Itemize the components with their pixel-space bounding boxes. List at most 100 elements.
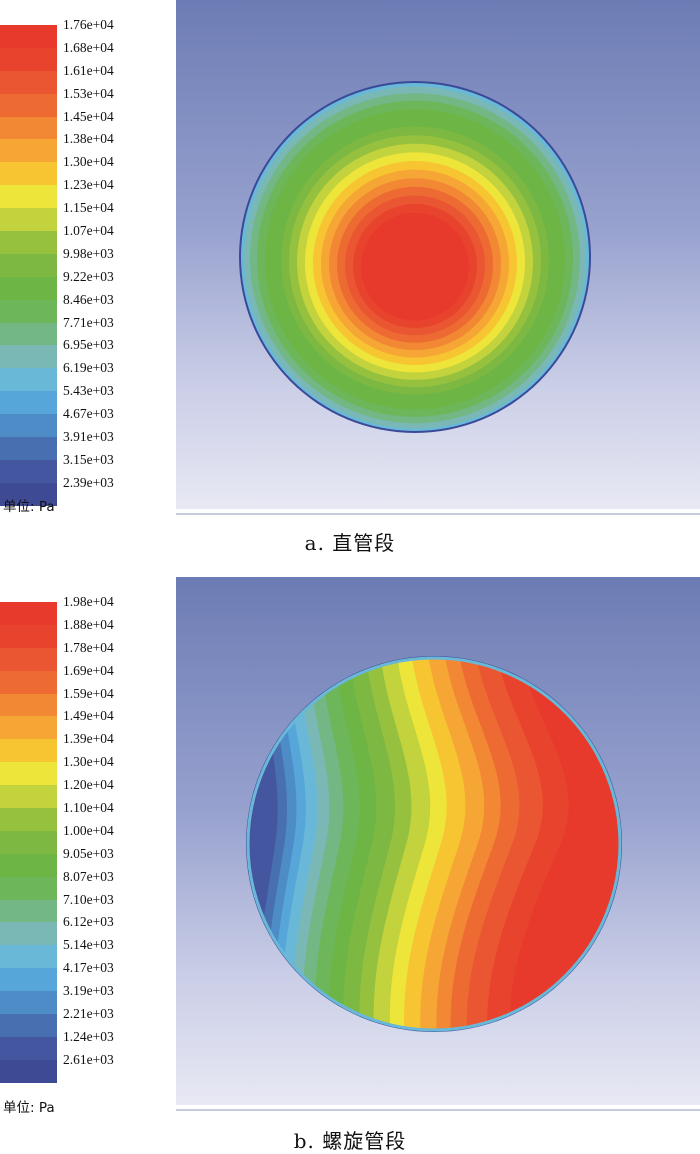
- legend-row: 1.00e+04: [0, 823, 170, 854]
- legend-row: 3.15e+03: [0, 452, 170, 483]
- legend-row: 8.07e+03: [0, 869, 170, 900]
- legend-value: 1.00e+04: [63, 822, 114, 838]
- legend-row: 9.22e+03: [0, 269, 170, 300]
- legend-value: 1.24e+03: [63, 1028, 114, 1044]
- legend-row: 1.61e+04: [0, 63, 170, 94]
- legend-row: 4.67e+03: [0, 406, 170, 438]
- legend-value: 1.38e+04: [63, 131, 114, 147]
- legend-value: 1.78e+04: [63, 639, 114, 655]
- legend-swatch: [0, 276, 57, 300]
- legend-row: 1.39e+04: [0, 731, 170, 763]
- legend-row: 1.10e+04: [0, 800, 170, 831]
- color-legend: 1.98e+04 1.88e+04 1.78e+04 1.69e+04 1.59e+04…: [0, 594, 170, 1083]
- legend-value: 1.49e+04: [63, 708, 114, 724]
- legend-swatch: [0, 459, 57, 483]
- legend-value: 1.61e+04: [63, 62, 114, 78]
- contour-viewport: [176, 577, 700, 1111]
- legend-swatch: [0, 991, 57, 1015]
- legend-row: 1.45e+04: [0, 109, 170, 140]
- legend-swatch: [0, 968, 57, 992]
- legend-row: 2.21e+03: [0, 1006, 170, 1037]
- legend-row: 1.49e+04: [0, 708, 170, 740]
- legend-row: 1.23e+04: [0, 177, 170, 209]
- legend-value: 4.67e+03: [63, 406, 114, 422]
- legend-value: 5.14e+03: [63, 937, 114, 953]
- legend-row: 5.43e+03: [0, 383, 170, 415]
- legend-row: 1.76e+04: [0, 17, 170, 48]
- legend-swatch: [0, 482, 57, 506]
- legend-value: 1.30e+04: [63, 754, 114, 770]
- legend-row: 3.91e+03: [0, 429, 170, 460]
- legend-swatch: [0, 899, 57, 923]
- legend-value: 2.39e+03: [63, 474, 114, 490]
- legend-row: 6.95e+03: [0, 337, 170, 369]
- legend-swatch: [0, 345, 57, 369]
- legend-row: 1.15e+04: [0, 200, 170, 232]
- legend-row: 9.05e+03: [0, 846, 170, 877]
- legend-swatch: [0, 922, 57, 946]
- legend-value: 6.12e+03: [63, 914, 114, 930]
- legend-swatch: [0, 253, 57, 277]
- legend-row: 5.14e+03: [0, 937, 170, 969]
- legend-swatch: [0, 1036, 57, 1060]
- legend-value: 1.23e+04: [63, 177, 114, 193]
- legend-value: 6.19e+03: [63, 360, 114, 376]
- legend-row: 1.07e+04: [0, 223, 170, 254]
- legend-value: 1.30e+04: [63, 154, 114, 170]
- figure-caption: a. 直管段: [304, 531, 396, 555]
- contour-edge: [246, 656, 622, 1032]
- figure-caption: b. 螺旋管段: [293, 1129, 407, 1153]
- legend-swatch: [0, 808, 57, 831]
- legend-swatch: [0, 1014, 57, 1037]
- legend-row: 6.12e+03: [0, 914, 170, 946]
- contour-band: [361, 212, 469, 321]
- legend-row: 1.69e+04: [0, 663, 170, 694]
- legend-value: 1.45e+04: [63, 108, 114, 124]
- legend-value: 9.98e+03: [63, 245, 114, 261]
- legend-value: 5.43e+03: [63, 383, 114, 399]
- legend-swatch: [0, 70, 57, 94]
- legend-value: 1.07e+04: [63, 223, 114, 239]
- legend-swatch: [0, 93, 57, 117]
- legend-row: 4.17e+03: [0, 960, 170, 992]
- legend-value: 1.98e+04: [63, 594, 114, 609]
- legend-swatch: [0, 437, 57, 460]
- pressure-contour-plot: [246, 656, 622, 1032]
- legend-swatch: [0, 1059, 57, 1083]
- panel-helical-pipe: 1.98e+04 1.88e+04 1.78e+04 1.69e+04 1.59e+04…: [0, 577, 700, 1153]
- legend-row: 1.24e+03: [0, 1029, 170, 1060]
- legend-value: 3.15e+03: [63, 451, 114, 467]
- legend-swatch: [0, 716, 57, 740]
- legend-value: 3.91e+03: [63, 429, 114, 445]
- legend-row: 7.71e+03: [0, 315, 170, 346]
- legend-swatch: [0, 853, 57, 877]
- legend-swatch: [0, 231, 57, 254]
- legend-row: 8.46e+03: [0, 292, 170, 323]
- unit-label: 单位: Pa: [3, 1100, 55, 1116]
- legend-value: 6.95e+03: [63, 337, 114, 353]
- legend-swatch: [0, 830, 57, 854]
- legend-value: 3.19e+03: [63, 983, 114, 999]
- legend-value: 1.39e+04: [63, 731, 114, 747]
- viewport-divider: [176, 513, 700, 515]
- panel-straight-pipe: 1.76e+04 1.68e+04 1.61e+04 1.53e+04 1.45e+04…: [0, 0, 700, 570]
- legend-row: 1.59e+04: [0, 686, 170, 717]
- legend-value: 8.46e+03: [63, 291, 114, 307]
- legend-value: 7.10e+03: [63, 891, 114, 907]
- legend-swatch: [0, 47, 57, 71]
- legend-swatch: [0, 739, 57, 763]
- legend-row: 1.68e+04: [0, 40, 170, 71]
- legend-swatch: [0, 116, 57, 140]
- legend-value: 4.17e+03: [63, 960, 114, 976]
- legend-row: 1.78e+04: [0, 640, 170, 671]
- legend-row: 1.53e+04: [0, 86, 170, 117]
- legend-swatch: [0, 414, 57, 438]
- legend-row: 1.98e+04: [0, 594, 170, 625]
- legend-value: 9.05e+03: [63, 845, 114, 861]
- legend-value: 9.22e+03: [63, 268, 114, 284]
- legend-swatch: [0, 876, 57, 900]
- legend-value: 8.07e+03: [63, 868, 114, 884]
- legend-row: 1.38e+04: [0, 131, 170, 163]
- legend-value: 1.53e+04: [63, 85, 114, 101]
- legend-row: 3.19e+03: [0, 983, 170, 1015]
